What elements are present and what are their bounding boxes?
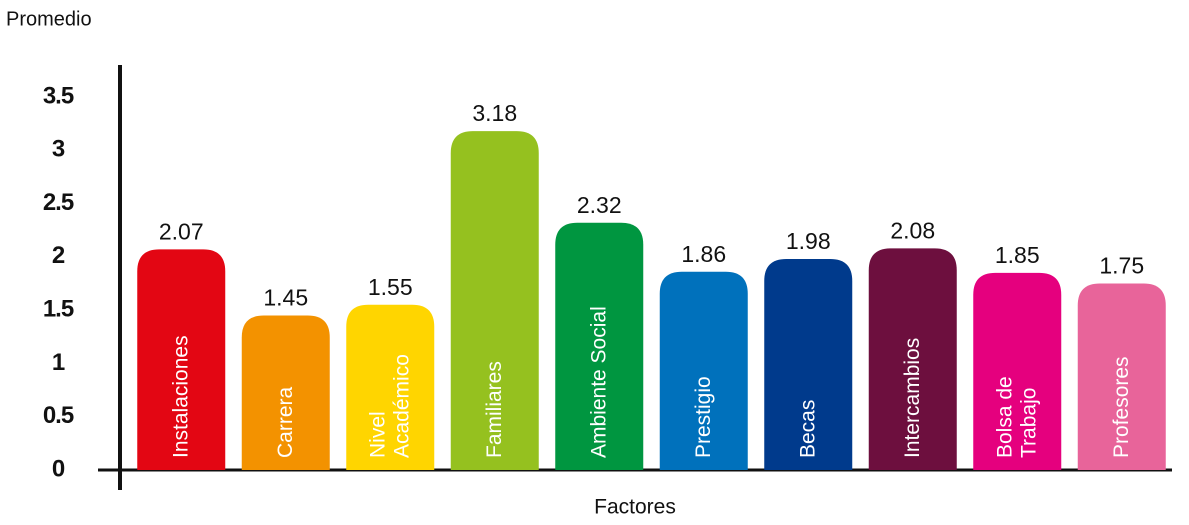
category-label: Instalaciones <box>169 335 192 458</box>
category-label: Becas <box>796 400 819 458</box>
category-label: Bolsa deTrabajo <box>993 376 1040 458</box>
category-label: Familiares <box>482 361 505 458</box>
category-label: Carrera <box>273 386 296 458</box>
value-label: 1.55 <box>368 274 413 300</box>
bar <box>555 222 644 470</box>
value-label: 2.08 <box>890 217 935 243</box>
bar <box>973 272 1062 470</box>
y-tick-label: 3 <box>52 136 65 163</box>
y-tick-label: 0 <box>52 455 65 482</box>
y-tick-label: 0.5 <box>43 402 74 429</box>
category-label: Profesores <box>1109 356 1132 458</box>
y-tick-label: 1 <box>52 349 65 376</box>
bar <box>868 248 957 470</box>
x-axis-label: Factores <box>594 496 676 519</box>
category-label: NivelAcadémico <box>366 354 413 458</box>
bar <box>450 131 539 470</box>
bar <box>659 271 748 470</box>
bar <box>241 315 330 470</box>
y-tick-label: 2.5 <box>43 189 74 216</box>
value-label: 2.32 <box>577 192 622 218</box>
value-label: 1.45 <box>263 285 308 311</box>
y-tick-label: 1.5 <box>43 295 74 322</box>
value-label: 1.75 <box>1099 253 1144 279</box>
bar <box>137 249 226 470</box>
y-tick-label: 3.5 <box>43 82 74 109</box>
bar <box>1077 283 1166 470</box>
y-tick-label: 2 <box>52 242 65 269</box>
value-label: 2.07 <box>159 218 204 244</box>
value-label: 1.85 <box>995 242 1040 268</box>
category-label: Intercambios <box>900 338 923 458</box>
value-label: 1.86 <box>681 241 726 267</box>
category-label: Ambiente Social <box>587 306 610 458</box>
bar <box>346 304 435 470</box>
y-axis-label: Promedio <box>6 8 92 30</box>
value-label: 3.18 <box>472 100 517 126</box>
value-label: 1.98 <box>786 228 831 254</box>
bar <box>764 258 853 470</box>
category-label: Prestigio <box>691 376 714 458</box>
